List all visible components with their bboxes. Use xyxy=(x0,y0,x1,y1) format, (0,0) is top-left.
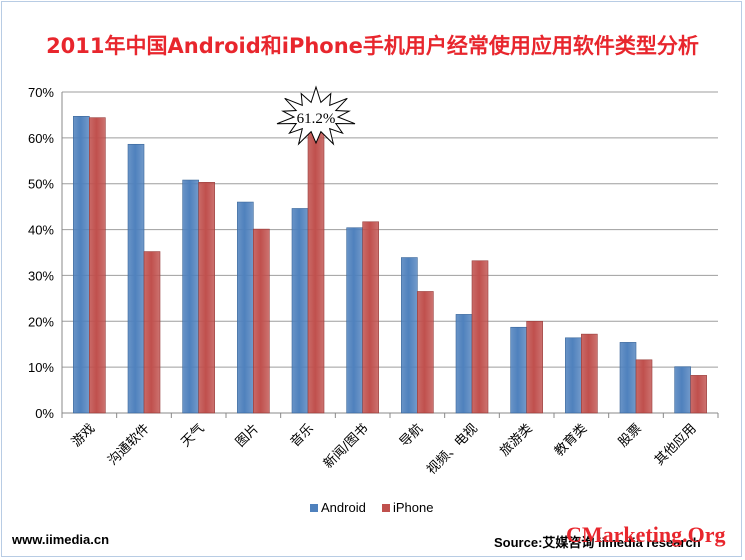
y-tick-label: 10% xyxy=(28,360,54,375)
iphone-bar xyxy=(581,333,598,414)
android-bar xyxy=(674,366,691,414)
y-tick-label: 30% xyxy=(28,268,54,283)
starburst-callout xyxy=(276,85,356,146)
x-tick-label: 其他应用 xyxy=(651,421,699,469)
android-bar xyxy=(182,179,199,414)
x-tick-label: 新闻/图书 xyxy=(320,421,371,472)
y-tick-label: 60% xyxy=(28,131,54,146)
legend-swatch xyxy=(382,504,390,512)
iphone-bar xyxy=(89,117,106,414)
android-bar xyxy=(401,257,418,414)
iphone-bar xyxy=(690,375,707,414)
website-label: www.iimedia.cn xyxy=(12,532,110,547)
android-bar xyxy=(455,314,473,414)
y-tick-label: 70% xyxy=(28,85,54,100)
android-bar xyxy=(510,326,527,414)
android-bar xyxy=(291,208,309,414)
legend-label: Android xyxy=(321,500,366,515)
x-tick-label: 教育类 xyxy=(551,421,590,460)
y-tick-label: 20% xyxy=(28,314,54,329)
y-tick-label: 0% xyxy=(35,406,54,421)
iphone-bar xyxy=(307,132,325,414)
android-bar xyxy=(346,227,363,414)
android-bar xyxy=(619,342,637,414)
android-bar xyxy=(73,116,90,414)
x-tick-label: 游戏 xyxy=(69,421,98,450)
x-tick-label: 导航 xyxy=(396,421,426,451)
iphone-bar xyxy=(143,251,161,414)
x-tick-label: 旅游类 xyxy=(497,421,535,459)
watermark-logo: CMarketing.Org xyxy=(566,522,726,547)
x-tick-label: 音乐 xyxy=(287,421,317,451)
legend-swatch xyxy=(310,504,318,512)
y-tick-label: 50% xyxy=(28,177,54,192)
annotation-label: 61.2% xyxy=(297,111,336,127)
x-tick-label: 股票 xyxy=(616,421,645,450)
iphone-bar xyxy=(526,320,543,414)
iphone-bar xyxy=(198,182,215,414)
x-tick-label: 视频、电视 xyxy=(424,421,481,478)
source-label: Source:艾媒咨询 iimedia research xyxy=(494,535,701,550)
iphone-bar xyxy=(253,228,270,414)
legend-label: iPhone xyxy=(393,500,433,515)
android-bar xyxy=(565,337,582,414)
android-bar xyxy=(237,201,254,414)
y-tick-label: 40% xyxy=(28,223,54,238)
android-bar xyxy=(127,143,145,414)
iphone-bar xyxy=(635,359,653,414)
iphone-bar xyxy=(471,260,489,414)
chart-title: 2011年中国Android和iPhone手机用户经常使用应用软件类型分析 xyxy=(46,34,699,58)
x-tick-label: 沟通软件 xyxy=(105,421,152,468)
iphone-bar xyxy=(362,221,379,414)
x-tick-label: 天气 xyxy=(178,421,208,451)
x-tick-label: 图片 xyxy=(233,421,262,450)
iphone-bar xyxy=(417,291,434,414)
